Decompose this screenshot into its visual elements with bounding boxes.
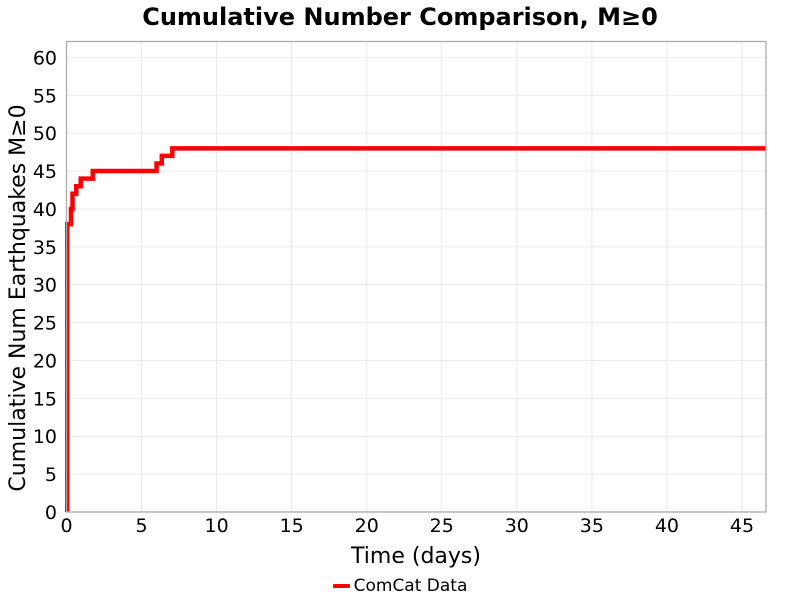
series-layer (65, 146, 766, 512)
x-tick-label: 10 (205, 515, 229, 537)
y-tick-label: 25 (33, 313, 57, 335)
data-line (65, 146, 766, 512)
y-tick-label: 60 (33, 47, 57, 69)
y-tick-label: 30 (33, 275, 57, 297)
grid-layer (66, 41, 766, 512)
y-tick-label: 0 (45, 502, 57, 524)
legend: ComCat Data (0, 575, 800, 597)
x-tick-label: 40 (655, 515, 679, 537)
y-tick-label: 45 (33, 161, 57, 183)
x-tick-label: 25 (430, 515, 454, 537)
legend-line-swatch (332, 583, 350, 589)
x-tick-label: 15 (280, 515, 304, 537)
frame-layer (65, 40, 767, 513)
tick-layer: 0 5 10 15 20 25 30 35 40 45 0 5 10 15 20 25 30 35 40 45 50 55… (33, 47, 754, 537)
x-tick-label: 5 (136, 515, 148, 537)
y-axis-label: Cumulative Num Earthquakes M≥0 (6, 104, 31, 491)
y-tick-label: 5 (45, 464, 57, 486)
y-tick-label: 40 (33, 199, 57, 221)
plot-border (65, 40, 767, 513)
y-tick-label: 10 (33, 426, 57, 448)
x-tick-label: 35 (580, 515, 604, 537)
y-tick-label: 20 (33, 350, 57, 372)
chart-title: Cumulative Number Comparison, M≥0 (142, 3, 658, 31)
y-tick-label: 15 (33, 388, 57, 410)
x-tick-label: 30 (505, 515, 529, 537)
x-tick-label: 0 (60, 515, 72, 537)
y-tick-label: 55 (33, 85, 57, 107)
x-tick-label: 45 (730, 515, 754, 537)
y-tick-label: 35 (33, 237, 57, 259)
x-tick-label: 20 (355, 515, 379, 537)
y-tick-label: 50 (33, 123, 57, 145)
x-axis-label: Time (days) (350, 544, 481, 569)
legend-label: ComCat Data (353, 576, 468, 596)
